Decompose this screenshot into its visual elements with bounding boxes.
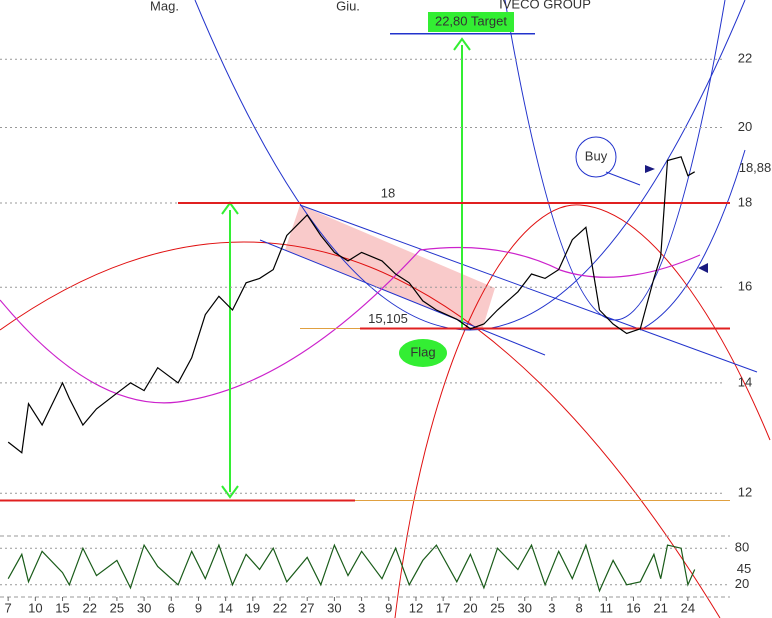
last-price-label: 18,88 [739, 160, 772, 175]
month-label: Mag. [150, 0, 179, 13]
red-arc [0, 241, 721, 618]
y-tick-label: 20 [738, 119, 752, 134]
x-tick-label: 30 [327, 600, 341, 615]
x-tick-label: 10 [28, 600, 42, 615]
annotation: Flag [410, 344, 435, 359]
red-arc [394, 204, 771, 618]
flag-area [285, 205, 495, 330]
x-tick-label: 17 [436, 600, 450, 615]
target-badge [428, 12, 514, 32]
price-line [7, 156, 695, 454]
x-tick-label: 22 [82, 600, 96, 615]
blue-parabola [504, 0, 726, 321]
moving-average [0, 246, 701, 404]
x-tick-label: 3 [358, 600, 365, 615]
x-tick-label: 9 [195, 600, 202, 615]
x-tick-label: 9 [385, 600, 392, 615]
marker [645, 165, 655, 173]
x-tick-label: 12 [409, 600, 423, 615]
level-label: 18 [381, 185, 395, 200]
y-tick-label: 14 [738, 374, 752, 389]
x-tick-label: 30 [137, 600, 151, 615]
osc-last-label: 45 [737, 561, 751, 576]
x-tick-label: 22 [273, 600, 287, 615]
channel-line [299, 204, 758, 373]
annotation: Buy [585, 148, 608, 163]
osc-tick-label: 20 [735, 576, 749, 591]
oscillator-line [7, 543, 696, 593]
arrow-head [453, 37, 471, 51]
month-label: Giu. [336, 0, 360, 13]
chart-title: IVECO GROUP [499, 0, 591, 11]
buy-circle [575, 136, 617, 178]
arrow-head [221, 485, 239, 499]
level-label: 15,105 [368, 311, 408, 326]
x-tick-label: 6 [168, 600, 175, 615]
x-tick-label: 11 [600, 600, 614, 615]
x-tick-label: 7 [5, 600, 12, 615]
x-tick-label: 30 [517, 600, 531, 615]
y-tick-label: 16 [738, 279, 752, 294]
x-tick-label: 15 [55, 600, 69, 615]
x-tick-label: 24 [681, 600, 695, 615]
x-tick-label: 21 [653, 600, 667, 615]
blue-curve [639, 149, 746, 331]
marker [698, 263, 708, 273]
x-tick-label: 27 [300, 600, 314, 615]
channel-line [259, 239, 546, 356]
x-tick-label: 3 [548, 600, 555, 615]
y-tick-label: 18 [738, 194, 752, 209]
osc-tick-label: 80 [735, 540, 749, 555]
x-tick-label: 20 [463, 600, 477, 615]
x-tick-label: 25 [490, 600, 504, 615]
blue-parabola [194, 0, 746, 331]
x-tick-label: 16 [626, 600, 640, 615]
y-tick-label: 12 [738, 485, 752, 500]
x-tick-label: 14 [218, 600, 232, 615]
x-tick-label: 25 [110, 600, 124, 615]
target-label: 22,80 Target [435, 13, 507, 28]
y-tick-label: 22 [738, 51, 752, 66]
buy-arrow [605, 171, 641, 186]
x-tick-label: 19 [246, 600, 260, 615]
x-tick-label: 8 [575, 600, 582, 615]
flag-badge [399, 339, 447, 367]
